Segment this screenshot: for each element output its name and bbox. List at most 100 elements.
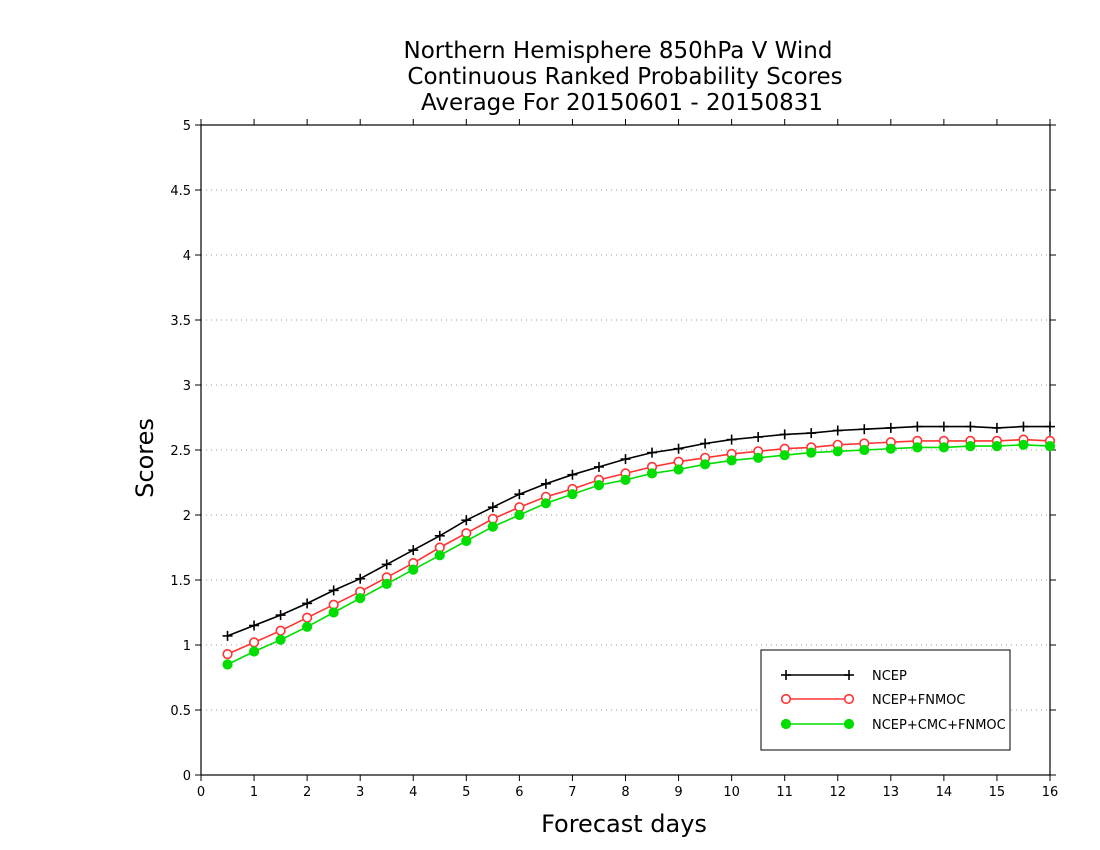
series-2-point-2 bbox=[275, 634, 286, 645]
series-2-point-19 bbox=[726, 455, 737, 466]
chart-title-line-2: Continuous Ranked Probability Scores bbox=[407, 64, 842, 90]
legend-marker-end-1 bbox=[843, 693, 855, 705]
axes: 00.511.522.533.544.550 1 2 3 4 5 6 7 8 9 10 11 12 13 1… bbox=[170, 119, 1058, 800]
y-tick-label-3: 1.5 bbox=[170, 574, 191, 589]
series-0-point-14 bbox=[593, 461, 604, 472]
series-0-point-12 bbox=[540, 478, 551, 489]
series-0-point-24 bbox=[859, 424, 870, 435]
series-2-point-25 bbox=[885, 443, 896, 454]
series-1-point-2 bbox=[275, 625, 286, 636]
series-2-point-24 bbox=[859, 444, 870, 456]
x-tick-label-7: 7 bbox=[568, 785, 576, 800]
series-0-point-30 bbox=[1018, 421, 1029, 432]
series-2-point-27 bbox=[938, 442, 949, 453]
legend-entry-0: NCEP bbox=[781, 669, 907, 684]
series-0-point-8 bbox=[434, 530, 445, 541]
series-0-point-0 bbox=[222, 630, 233, 641]
series-0-point-15 bbox=[620, 454, 631, 465]
series-0-point-2 bbox=[275, 610, 286, 621]
series-2-point-4 bbox=[328, 607, 339, 618]
series-0-point-31 bbox=[1045, 421, 1055, 432]
series-1 bbox=[222, 434, 1056, 660]
series-0-point-6 bbox=[381, 559, 392, 570]
series-0-point-26 bbox=[912, 421, 923, 432]
y-tick-label-5: 2.5 bbox=[170, 444, 191, 459]
plot-area bbox=[222, 421, 1056, 670]
series-2-point-12 bbox=[540, 498, 552, 509]
x-tick-label-9: 9 bbox=[674, 785, 682, 800]
x-tick-label-11: 11 bbox=[776, 785, 793, 800]
series-0-point-27 bbox=[938, 421, 949, 432]
series-2-point-13 bbox=[567, 489, 578, 500]
x-tick-label-1: 1 bbox=[250, 785, 258, 800]
series-2-point-22 bbox=[806, 447, 817, 458]
legend-entry-2: NCEP+CMC+FNMOC bbox=[780, 718, 1006, 733]
series-0 bbox=[222, 421, 1055, 641]
series-0-point-21 bbox=[779, 429, 790, 440]
x-tick-label-15: 15 bbox=[989, 785, 1006, 800]
legend-label-1: NCEP+FNMOC bbox=[872, 693, 965, 708]
x-tick-label-5: 5 bbox=[462, 785, 470, 800]
series-2-point-0 bbox=[222, 659, 233, 670]
series-2-point-1 bbox=[248, 646, 260, 657]
series-2-point-8 bbox=[434, 550, 445, 561]
series-0-point-5 bbox=[355, 573, 366, 584]
series-0-point-29 bbox=[991, 422, 1002, 433]
x-tick-label-6: 6 bbox=[515, 785, 523, 800]
chart-title-line-3: Average For 20150601 - 20150831 bbox=[421, 90, 823, 116]
series-0-point-16 bbox=[647, 447, 658, 458]
series-2-point-20 bbox=[753, 452, 764, 463]
series-0-point-25 bbox=[885, 422, 896, 433]
x-tick-label-8: 8 bbox=[621, 785, 629, 800]
legend-label-2: NCEP+CMC+FNMOC bbox=[872, 718, 1006, 733]
series-0-point-9 bbox=[461, 515, 472, 526]
series-2-point-9 bbox=[461, 535, 472, 547]
legend-marker-end-0 bbox=[844, 670, 854, 680]
series-0-point-17 bbox=[673, 443, 684, 454]
series-2-point-18 bbox=[699, 459, 711, 470]
series-0-point-4 bbox=[328, 585, 339, 596]
series-2-point-17 bbox=[673, 464, 684, 475]
series-0-point-19 bbox=[726, 434, 737, 445]
y-tick-label-7: 3.5 bbox=[170, 314, 191, 329]
series-2-point-21 bbox=[779, 450, 790, 461]
series-2-point-6 bbox=[381, 578, 392, 590]
series-2 bbox=[222, 439, 1056, 670]
x-tick-label-12: 12 bbox=[829, 785, 846, 800]
series-0-point-28 bbox=[965, 421, 976, 432]
series-2-point-16 bbox=[646, 468, 658, 479]
legend-label-0: NCEP bbox=[872, 669, 907, 684]
legend-entry-1: NCEP+FNMOC bbox=[780, 693, 965, 708]
series-2-point-11 bbox=[514, 509, 525, 521]
y-tick-label-2: 1 bbox=[183, 639, 191, 654]
series-2-point-31 bbox=[1044, 441, 1056, 452]
series-0-point-10 bbox=[487, 502, 498, 513]
legend-marker-start-2 bbox=[780, 718, 792, 730]
series-0-point-7 bbox=[408, 545, 419, 556]
series-0-point-23 bbox=[832, 425, 843, 436]
series-1-line bbox=[227, 438, 1051, 655]
series-2-point-28 bbox=[965, 441, 976, 452]
y-axis-label: Scores bbox=[131, 418, 159, 498]
x-tick-label-4: 4 bbox=[409, 785, 417, 800]
x-tick-label-16: 16 bbox=[1042, 785, 1059, 800]
y-tick-label-10: 5 bbox=[183, 119, 191, 134]
series-2-point-26 bbox=[912, 442, 923, 453]
series-2-point-30 bbox=[1018, 439, 1029, 450]
series-2-point-15 bbox=[620, 474, 631, 485]
legend-marker-start-0 bbox=[781, 670, 791, 680]
series-2-point-23 bbox=[832, 446, 843, 457]
series-2-point-7 bbox=[408, 564, 419, 575]
x-tick-label-14: 14 bbox=[936, 785, 953, 800]
y-tick-label-4: 2 bbox=[183, 509, 191, 524]
series-2-point-14 bbox=[593, 480, 605, 491]
series-0-point-3 bbox=[302, 598, 313, 609]
y-tick-label-0: 0 bbox=[183, 769, 191, 784]
series-0-line bbox=[227, 425, 1050, 637]
legend-marker-start-1 bbox=[780, 693, 792, 705]
series-2-point-5 bbox=[355, 593, 366, 604]
legend-marker-end-2 bbox=[843, 718, 855, 730]
series-0-point-1 bbox=[249, 620, 260, 631]
x-tick-label-2: 2 bbox=[303, 785, 311, 800]
